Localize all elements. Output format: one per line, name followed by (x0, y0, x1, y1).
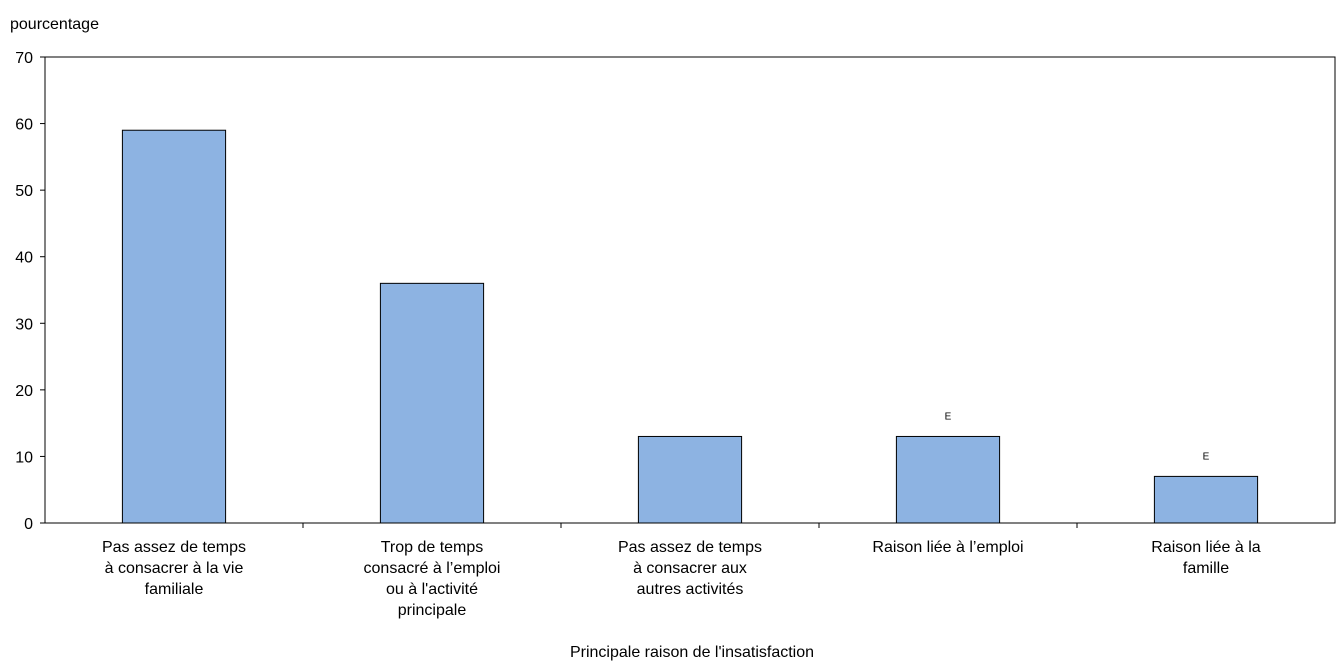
y-axis-title: pourcentage (10, 16, 99, 33)
y-tick-label: 70 (15, 50, 33, 67)
y-tick-label: 0 (24, 516, 33, 533)
x-category-label-line: Trop de temps (381, 539, 484, 556)
x-category-label-line: à consacrer aux (633, 560, 747, 577)
x-category-label-line: Pas assez de temps (618, 539, 762, 556)
x-category-label-line: consacré à l’emploi (364, 560, 501, 577)
y-tick-label: 60 (15, 117, 33, 134)
y-tick-label: 40 (15, 250, 33, 267)
x-category-label-line: Pas assez de temps (102, 539, 246, 556)
x-category-label-line: autres activités (637, 581, 744, 598)
y-tick-label: 20 (15, 383, 33, 400)
bar (121, 129, 227, 524)
x-category-label-line: Raison liée à l’emploi (872, 539, 1023, 556)
x-category-label: Trop de temps consacré à l’emploi ou à l'a… (364, 539, 501, 619)
y-tick-label: 30 (15, 316, 33, 333)
y-tick-label: 50 (15, 183, 33, 200)
y-tick-label: 10 (15, 449, 33, 466)
x-category-label-line: principale (398, 602, 467, 619)
x-category-label-line: ou à l'activité (386, 581, 478, 598)
x-category-label-line: famille (1183, 560, 1229, 577)
x-axis: Pas assez de temps à consacrer à la vie fa… (102, 523, 1261, 619)
bar (637, 435, 743, 524)
x-category-label: Raison liée à l’emploi (872, 539, 1023, 556)
bars: EE (121, 129, 1259, 524)
bar-flag-label: E (1203, 451, 1210, 462)
bar (1153, 475, 1259, 524)
x-category-label: Pas assez de temps à consacrer à la vie fa… (102, 539, 246, 598)
bar (895, 435, 1001, 524)
x-category-label: Pas assez de temps à consacrer aux autres … (618, 539, 762, 598)
x-category-label-line: Raison liée à la (1151, 539, 1261, 556)
x-axis-title: Principale raison de l'insatisfaction (570, 644, 814, 661)
x-category-label-line: à consacrer à la vie (105, 560, 244, 577)
x-category-label: Raison liée à la famille (1151, 539, 1261, 577)
bar-flag-label: E (945, 411, 952, 422)
bar (379, 282, 485, 524)
x-category-label-line: familiale (145, 581, 204, 598)
